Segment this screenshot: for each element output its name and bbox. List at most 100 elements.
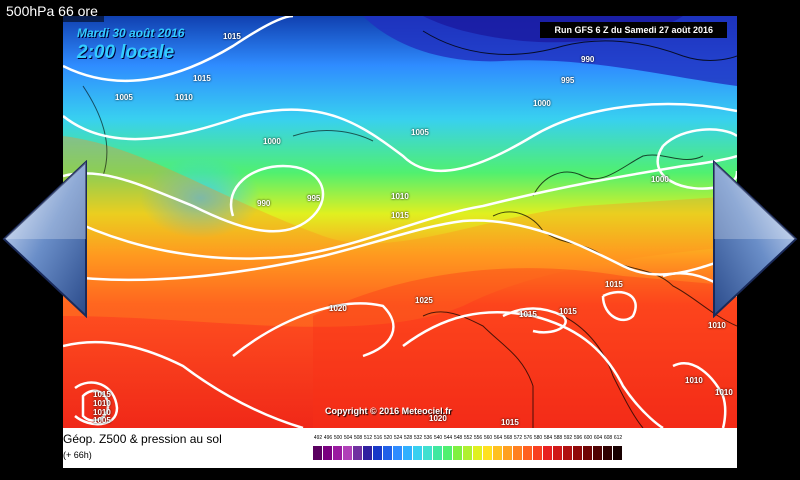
scale-value: 508 [353, 435, 363, 441]
scale-swatch [483, 446, 493, 460]
scale-value: 572 [513, 435, 523, 441]
bottom-bar [0, 468, 800, 480]
scale-value: 600 [583, 435, 593, 441]
scale-value: 560 [483, 435, 493, 441]
isobar-label: 1015 [391, 211, 409, 220]
previous-arrow-button[interactable] [0, 159, 88, 319]
isobar-label: 1015 [519, 310, 537, 319]
scale-value: 524 [393, 435, 403, 441]
scale-value: 516 [373, 435, 383, 441]
isobar-label: 1010 [715, 388, 733, 397]
scale-swatch [593, 446, 603, 460]
scale-value: 496 [323, 435, 333, 441]
scale-swatch [523, 446, 533, 460]
isobar-label: 1010 [391, 192, 409, 201]
scale-value: 584 [543, 435, 553, 441]
scale-value: 568 [503, 435, 513, 441]
scale-value: 604 [593, 435, 603, 441]
scale-swatch [493, 446, 503, 460]
scale-swatch [603, 446, 613, 460]
isobar-label: 1020 [329, 304, 347, 313]
isobar-label: 1005 [411, 128, 429, 137]
isobar-label: 995 [561, 76, 575, 85]
scale-swatch [583, 446, 593, 460]
scale-swatch [333, 446, 343, 460]
next-arrow-button[interactable] [712, 159, 800, 319]
isobar-label: 990 [257, 199, 271, 208]
scale-value: 556 [473, 435, 483, 441]
left-arrow-icon [2, 159, 87, 319]
scale-swatch [433, 446, 443, 460]
scale-value: 528 [403, 435, 413, 441]
scale-swatch [513, 446, 523, 460]
right-arrow-icon [713, 159, 798, 319]
isobar-label: 1010 [175, 93, 193, 102]
color-scale-labels: 492 496 500 504 508 512 516 520 524 528 532 536 540 5… [313, 435, 623, 441]
scale-swatch [393, 446, 403, 460]
scale-swatch [313, 446, 323, 460]
isobar-label: 1015 [193, 74, 211, 83]
map-legend: Géop. Z500 & pression au sol (+ 66h) 492… [63, 428, 737, 468]
isobar-label: 1015 [559, 307, 577, 316]
forecast-date: Mardi 30 août 2016 [77, 26, 185, 40]
scale-swatch [363, 446, 373, 460]
scale-swatch [503, 446, 513, 460]
isobar-label: 1010 [93, 408, 111, 417]
scale-value: 580 [533, 435, 543, 441]
isobar-label: 1020 [429, 414, 447, 423]
scale-value: 500 [333, 435, 343, 441]
scale-swatch [453, 446, 463, 460]
isobar-label: 1005 [93, 416, 111, 425]
scale-value: 564 [493, 435, 503, 441]
legend-subtitle: (+ 66h) [63, 450, 92, 460]
isobar-label: 1015 [93, 390, 111, 399]
isobar-label: 1010 [685, 376, 703, 385]
scale-swatch [383, 446, 393, 460]
scale-swatch [543, 446, 553, 460]
scale-value: 492 [313, 435, 323, 441]
isobar-label: 1010 [708, 321, 726, 330]
scale-value: 588 [553, 435, 563, 441]
isobar-label: 990 [581, 55, 595, 64]
scale-value: 592 [563, 435, 573, 441]
scale-swatch [373, 446, 383, 460]
scale-value: 520 [383, 435, 393, 441]
isobar-label: 995 [307, 194, 321, 203]
scale-swatch [323, 446, 333, 460]
map-canvas [63, 16, 737, 428]
forecast-time: 2:00 locale [77, 42, 175, 63]
scale-value: 596 [573, 435, 583, 441]
scale-swatch [563, 446, 573, 460]
scale-swatch [553, 446, 563, 460]
scale-swatch [413, 446, 423, 460]
isobar-label: 1000 [651, 175, 669, 184]
scale-value: 536 [423, 435, 433, 441]
isobar-label: 1000 [263, 137, 281, 146]
app-title: 500hPa 66 ore [0, 0, 104, 22]
isobar-label: 1015 [605, 280, 623, 289]
copyright-text: Copyright © 2016 Meteociel.fr [325, 406, 452, 416]
scale-swatch [613, 446, 623, 460]
model-run-label: Run GFS 6 Z du Samedi 27 août 2016 [540, 22, 727, 38]
scale-swatch [473, 446, 483, 460]
scale-value: 608 [603, 435, 613, 441]
scale-value: 612 [613, 435, 623, 441]
scale-swatch [353, 446, 363, 460]
scale-value: 552 [463, 435, 473, 441]
scale-swatch [573, 446, 583, 460]
scale-value: 576 [523, 435, 533, 441]
color-scale [313, 446, 623, 460]
scale-swatch [423, 446, 433, 460]
scale-value: 540 [433, 435, 443, 441]
scale-swatch [533, 446, 543, 460]
scale-swatch [403, 446, 413, 460]
weather-map: Mardi 30 août 2016 2:00 locale Run GFS 6… [63, 16, 737, 428]
scale-swatch [463, 446, 473, 460]
scale-value: 512 [363, 435, 373, 441]
isobar-label: 1025 [415, 296, 433, 305]
isobar-label: 1015 [223, 32, 241, 41]
scale-swatch [343, 446, 353, 460]
scale-value: 504 [343, 435, 353, 441]
scale-value: 548 [453, 435, 463, 441]
isobar-label: 1010 [93, 399, 111, 408]
